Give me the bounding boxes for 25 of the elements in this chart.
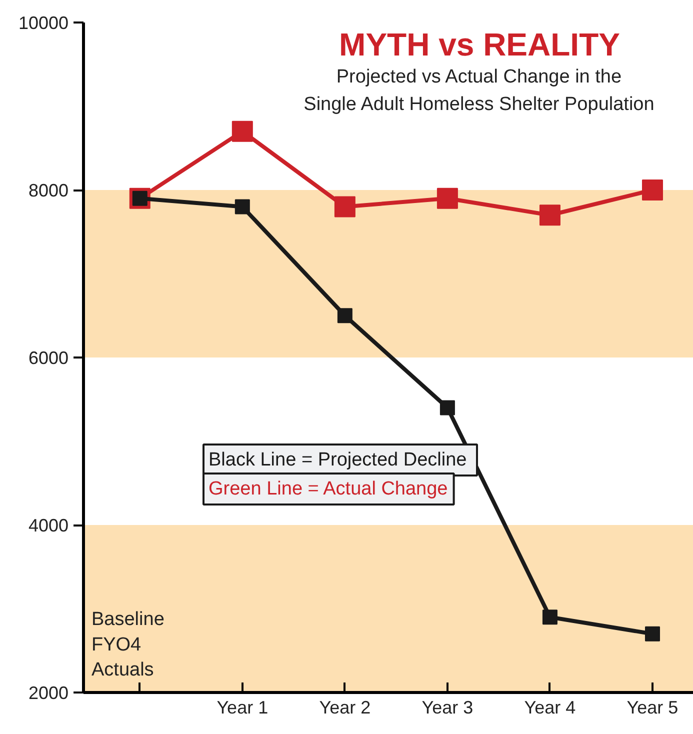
point xyxy=(334,196,356,218)
point xyxy=(436,188,458,209)
point xyxy=(539,204,560,226)
point xyxy=(642,180,663,200)
text: Green Line = Actual Change xyxy=(208,478,448,500)
y-tick-label: 4000 xyxy=(28,516,69,536)
point xyxy=(232,120,253,142)
x-tick-label: Year 1 xyxy=(216,698,268,718)
x-tick-label: Year 4 xyxy=(524,698,576,718)
text: Projected vs Actual Change in the Single Adult Homeless Shelter Population xyxy=(304,66,654,115)
y-tick-label: 10000 xyxy=(18,13,69,33)
series-label: Black Line = Projected Decline xyxy=(208,450,467,470)
point xyxy=(234,199,250,214)
y-tick-label: 8000 xyxy=(28,180,69,200)
point xyxy=(542,610,558,625)
annotation: Baseline FYO4 Actuals xyxy=(92,609,164,680)
x-tick-label: Year 2 xyxy=(319,698,371,718)
y-tick-label: 6000 xyxy=(28,348,69,368)
point xyxy=(440,400,455,416)
point xyxy=(337,308,352,324)
point xyxy=(644,626,660,642)
chart-title: MYTH vs REALITY xyxy=(339,26,620,62)
y-tick-label: 2000 xyxy=(28,683,69,703)
x-tick-label: Year 5 xyxy=(626,698,678,718)
x-tick-label: Year 3 xyxy=(422,698,474,718)
